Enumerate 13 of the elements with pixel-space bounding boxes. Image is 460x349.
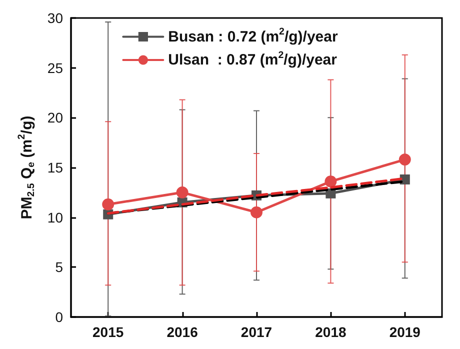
y-tick-label: 5 bbox=[55, 259, 64, 276]
y-tick-label: 0 bbox=[55, 309, 64, 325]
y-tick-label: 10 bbox=[47, 209, 64, 226]
y-tick-label: 20 bbox=[47, 110, 64, 126]
y-axis-title: PM2.5 Qe (m2/g) bbox=[16, 116, 38, 220]
x-tick-label: 2019 bbox=[389, 324, 421, 340]
y-tick-label: 30 bbox=[47, 10, 64, 26]
x-tick-label: 2015 bbox=[92, 324, 124, 340]
y-tick-label: 25 bbox=[47, 60, 64, 76]
x-tick-label: 2016 bbox=[166, 324, 198, 340]
x-tick-label: 2018 bbox=[315, 324, 346, 340]
x-tick-label: 2017 bbox=[240, 324, 272, 340]
y-tick-label: 15 bbox=[47, 160, 64, 176]
